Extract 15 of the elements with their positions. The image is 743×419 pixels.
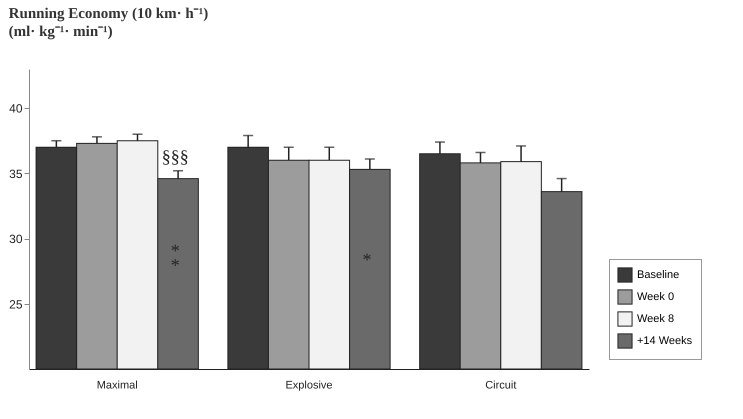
x-tick-label: Circuit bbox=[485, 380, 516, 392]
annotation: * bbox=[362, 250, 372, 270]
legend-label: +14 Weeks bbox=[637, 335, 693, 347]
x-tick-label: Maximal bbox=[96, 380, 138, 392]
legend-label: Week 0 bbox=[637, 291, 674, 303]
y-tick-label: 40 bbox=[9, 102, 23, 116]
legend-label: Week 8 bbox=[637, 313, 674, 325]
annotation: §§§ bbox=[162, 146, 189, 167]
y-tick-label: 35 bbox=[9, 166, 23, 181]
legend-label: Baseline bbox=[637, 269, 680, 281]
y-tick-label: 30 bbox=[9, 232, 23, 246]
x-tick-label: Explosive bbox=[285, 380, 333, 392]
y-tick-label: 25 bbox=[9, 297, 23, 312]
chart-title: Running Economy (10 km· h⁻¹) bbox=[8, 6, 208, 22]
chart-subtitle: (ml· kg⁻¹· min⁻¹) bbox=[8, 24, 113, 40]
